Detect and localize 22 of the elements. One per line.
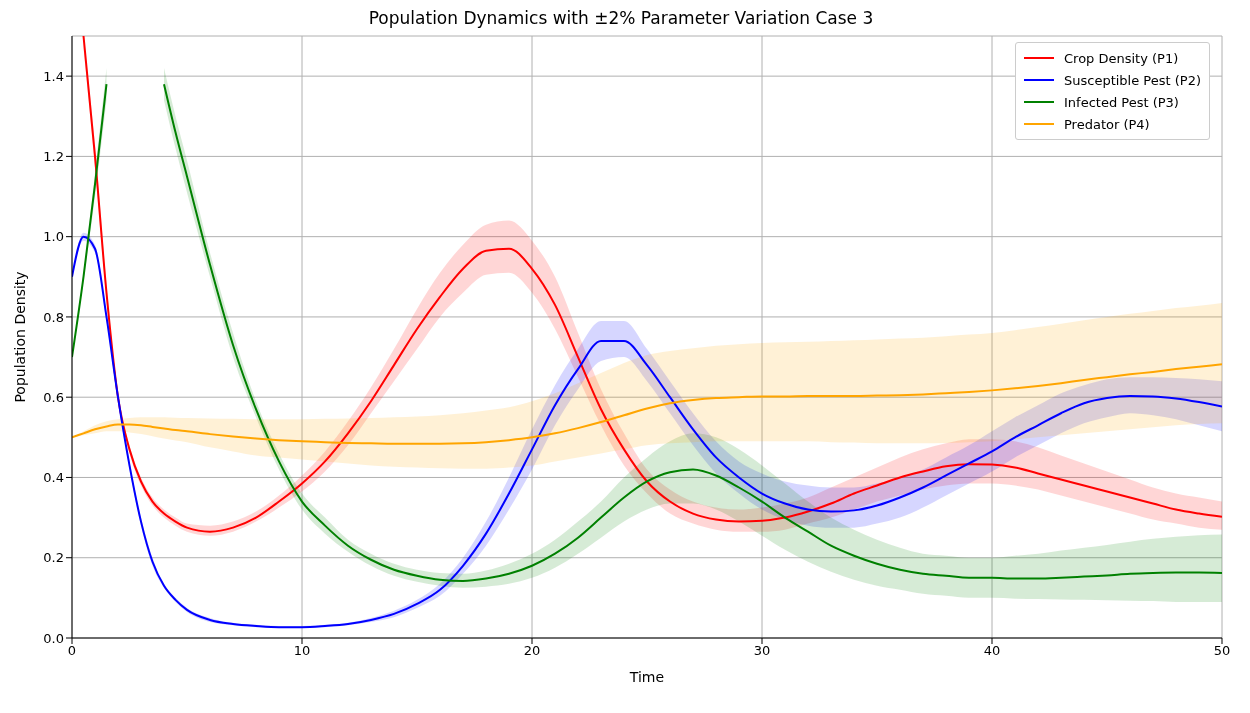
y-tick-label: 0.2	[43, 550, 64, 566]
x-tick-label: 10	[293, 643, 311, 659]
y-tick-label: 0.6	[43, 389, 64, 405]
y-axis-title: Population Density	[11, 271, 28, 403]
y-tick-label: 0.0	[43, 630, 64, 646]
legend-label: Infected Pest (P3)	[1064, 94, 1179, 110]
y-tick-label: 0.8	[43, 309, 64, 325]
legend-label: Susceptible Pest (P2)	[1064, 72, 1201, 88]
chart-title: Population Dynamics with ±2% Parameter Variation Case 3	[367, 8, 875, 30]
x-tick-label: 50	[1213, 643, 1231, 659]
x-tick-label: 0	[67, 643, 77, 659]
y-tick-label: 0.4	[43, 470, 64, 486]
x-tick-label: 30	[753, 643, 771, 659]
legend-label: Predator (P4)	[1064, 116, 1150, 132]
y-tick-label: 1.2	[43, 149, 64, 165]
y-tick-label: 1.4	[43, 68, 64, 84]
legend-label: Crop Density (P1)	[1064, 50, 1179, 66]
line-series	[72, 363, 1222, 445]
x-tick-label: 40	[983, 643, 1001, 659]
x-axis-title: Time	[628, 669, 665, 685]
x-tick-label: 20	[523, 643, 541, 659]
y-tick-label: 1.0	[43, 229, 64, 245]
